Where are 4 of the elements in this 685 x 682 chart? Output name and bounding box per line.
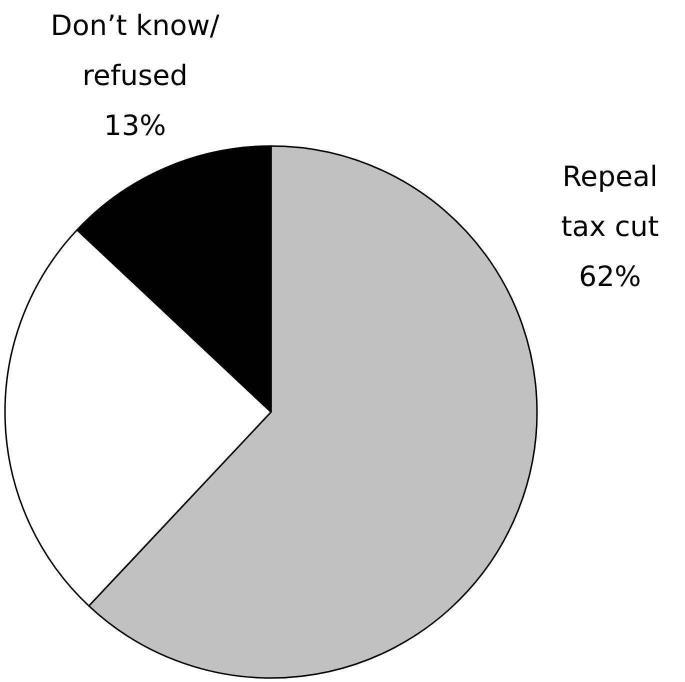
slice-label: Don’t know/ refused	[50, 9, 220, 92]
slice-label: Repeal tax cut	[561, 160, 659, 243]
data-label: 13%	[104, 109, 166, 142]
data-label: 62%	[578, 260, 642, 293]
